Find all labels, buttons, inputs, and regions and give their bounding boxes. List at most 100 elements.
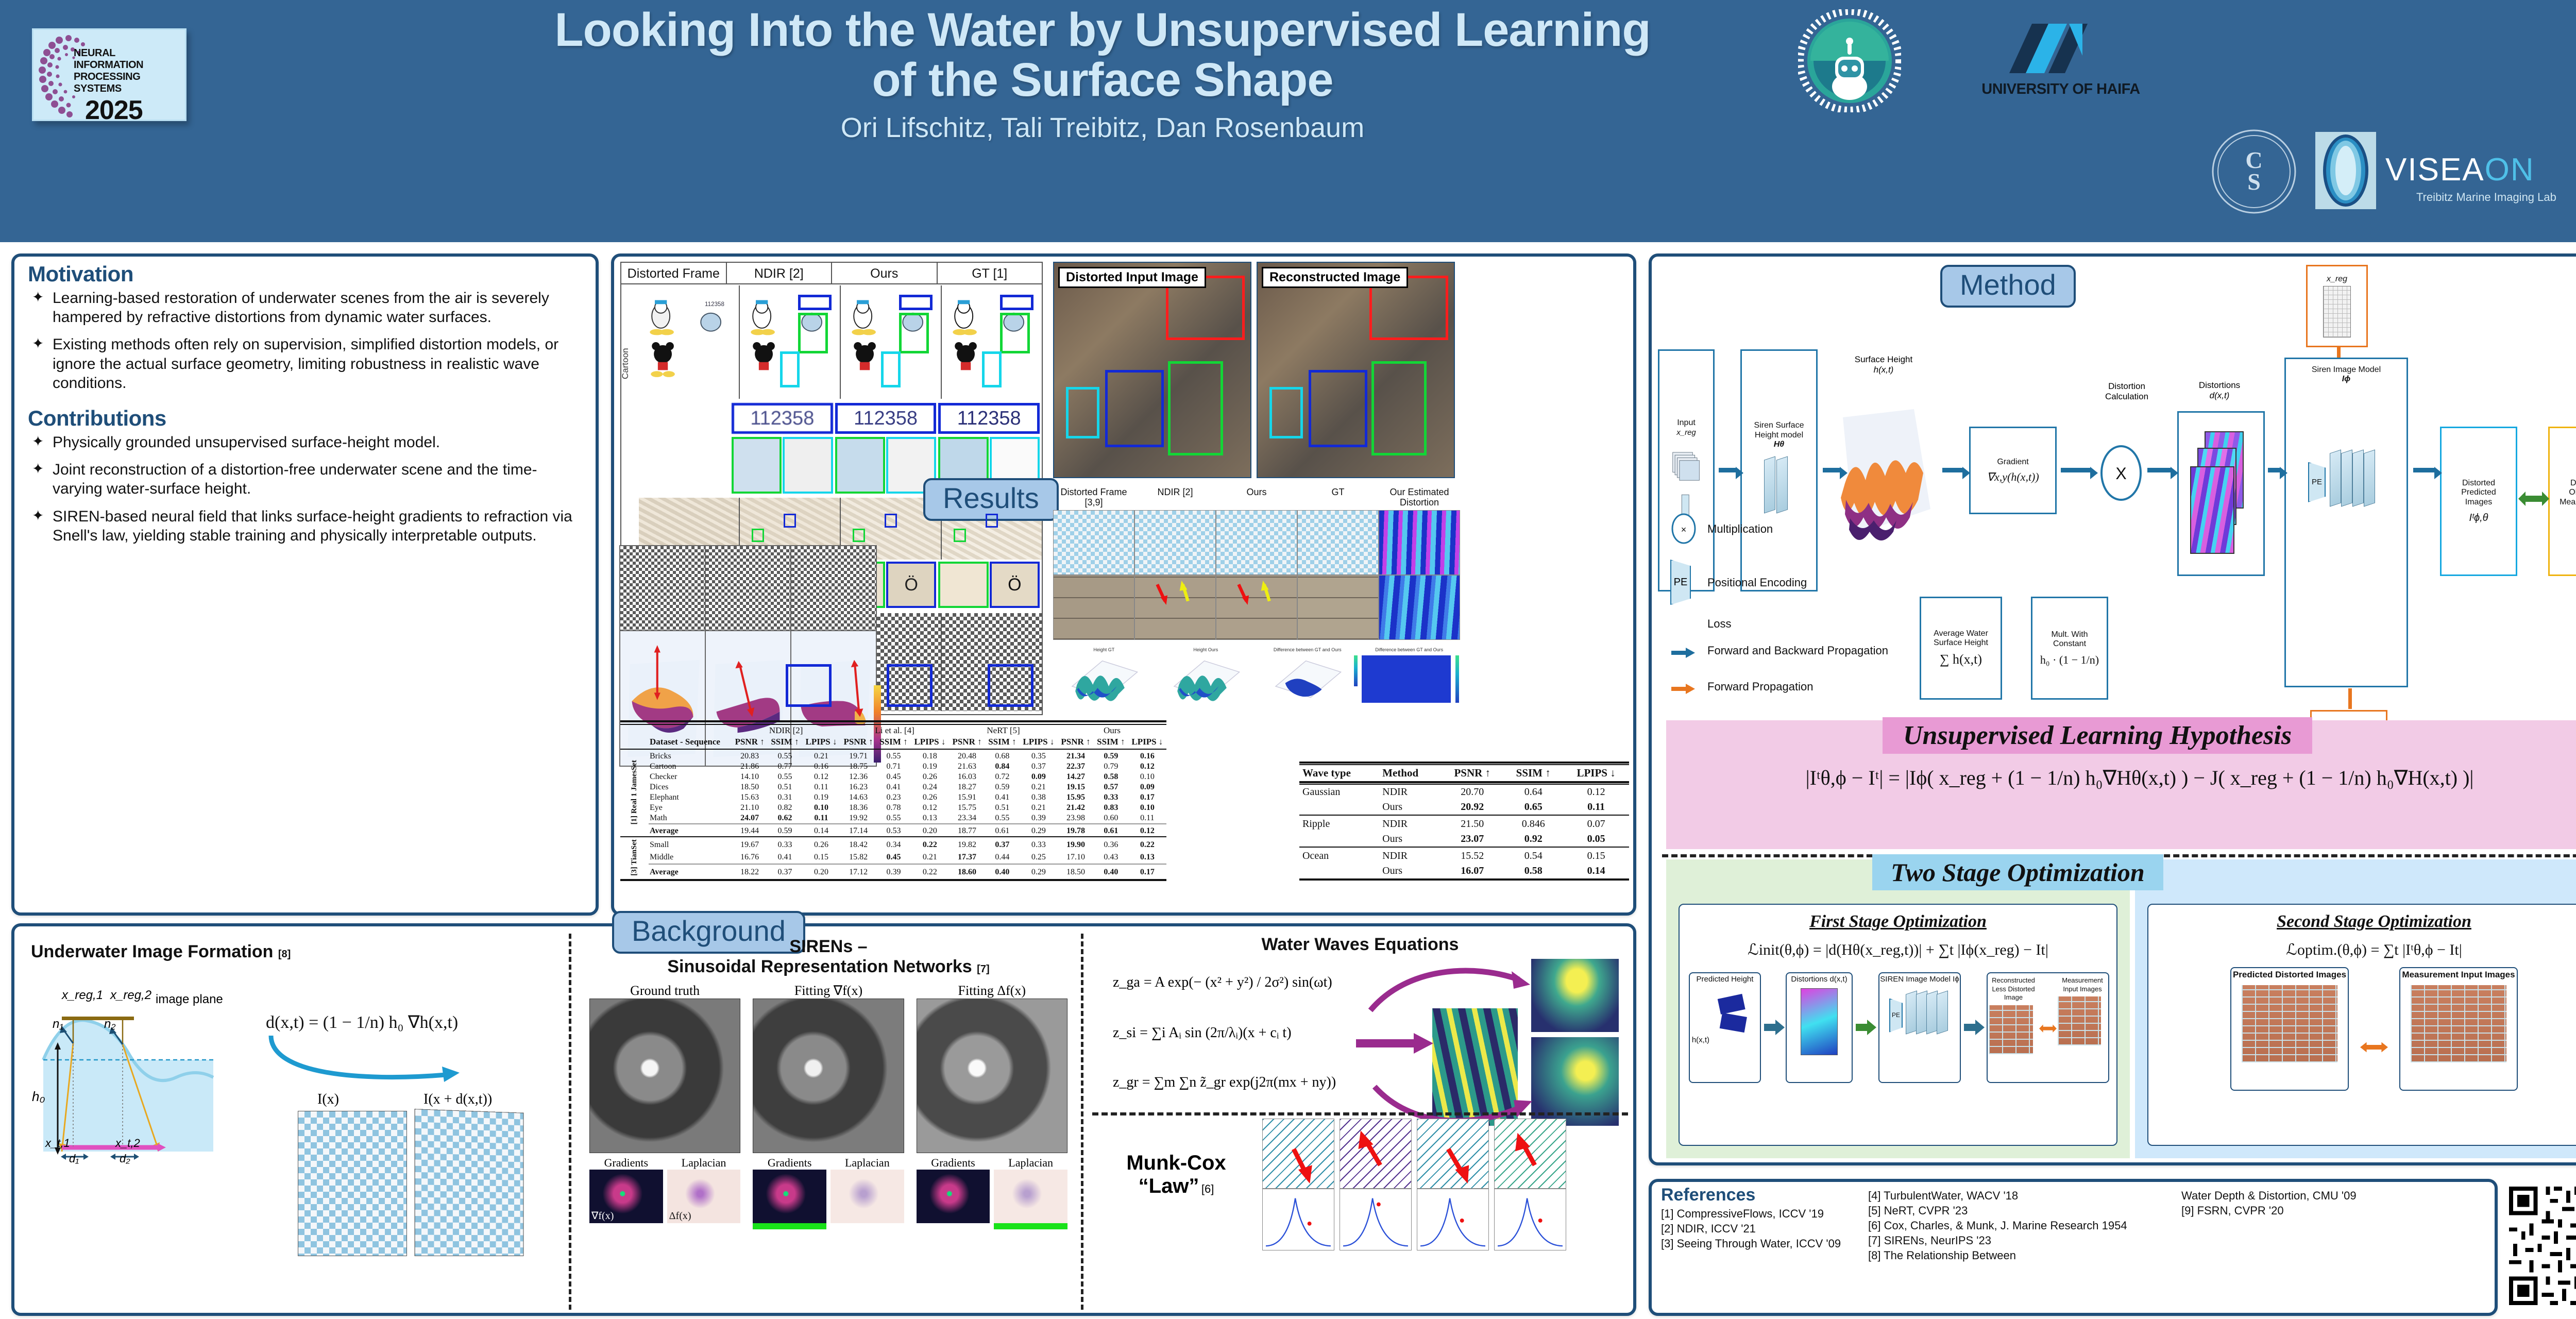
mult-with-constant-block: Mult. With Constant h₀ · (1 − 1/n) [2031,597,2108,700]
distortion-map [2190,466,2234,554]
positional-encoding-icon: PE [1670,560,1691,605]
sirens-col-label: Fitting ∇f(x) [794,983,863,998]
input-stack-icon [1672,452,1700,517]
qr-code-icon[interactable] [2509,1185,2576,1307]
first-stage-card: First Stage Optimization ℒinit(θ,ϕ) = |d… [1679,904,2117,1146]
height-ours-plot: Height Ours [1155,647,1257,704]
laplacian-image [831,1170,904,1223]
wave-type-cell [1299,864,1379,880]
refs-col-3: Water Depth & Distortion, CMU '09 [9] FS… [2181,1182,2495,1263]
sirens-columns: Ground truth Gradients ∇f(x) Laplacian [581,983,1076,1229]
computer-science-department-logo-icon: C S [2212,129,2296,214]
cell: 19.71 [849,752,868,760]
gradient-symbol: ∇x,y(h(x,t)) [1987,470,2039,483]
gaussian-curve-icon [1498,1198,1563,1247]
avg-water-symbol: ∑ h(x,t) [1939,652,1982,667]
references-layout: References [1] CompressiveFlows, ICCV '1… [1652,1182,2495,1263]
uif-title: Underwater Image Formation [31,942,274,961]
cell: 19.78 [1066,826,1085,835]
forward-arrow [2337,347,2341,358]
row-label-cartoon: Cartoon [620,348,630,380]
cell: 0.22 [1140,840,1155,850]
stone-tile-distorted [1053,575,1134,640]
nn-layers-icon [1761,456,1797,520]
gaussian-curve-plot [1417,1189,1489,1250]
neurips-logo-text: NEURAL INFORMATION PROCESSING SYSTEMS 20… [74,47,185,124]
column-divider [569,934,571,1310]
distorted-input-image: Distorted Input Image [1053,262,1251,478]
recon-label: Reconstructed Less Distorted Image [1992,976,2035,1001]
roi-box-cyan [1269,387,1303,439]
dice-crop-blue: Ö [886,562,937,608]
wave-type-cell: Ocean [1302,850,1329,861]
roi-box-green [954,529,966,543]
cell: 0.24 [922,783,937,791]
cell: 0.40 [1104,868,1118,877]
zoom-number-row: 112358 112358 112358 [732,403,1040,434]
refs-col-1: [1] CompressiveFlows, ICCV '19 [2] NDIR,… [1652,1206,1868,1251]
cell: 22.37 [1066,762,1085,771]
hatter-marine-technologies-logo-icon [1798,9,1901,112]
cartoon-row: 112358 [639,285,1042,399]
first-stage-pipeline: Predicted Height h(x,t) Distortions d(x,… [1680,967,2116,1091]
forward-arrow-icon [1671,684,1695,694]
cell: 19.92 [849,814,868,822]
multiplication-icon: × [1671,513,1696,544]
cell: 0.31 [777,793,792,802]
row-label: Small [650,840,669,850]
second-stage-equation: ℒoptim.(θ,ϕ) = ∑t |Iᵗθ,ϕ − It| [2286,941,2462,958]
col-psnr: PSNR ↑ [1061,737,1091,747]
results-table-body: [1] Real 1 JamesSet Bricks 20.83 0.55 0.21 19… [620,751,1166,883]
cell: 0.45 [886,853,901,862]
cell: 17.37 [958,853,977,862]
highlight-bar [753,1223,826,1229]
starfish-image [589,999,741,1153]
quiver-plot-pair [1340,1119,1412,1250]
surface-3d-icon [799,660,871,757]
flow-arrow-icon [1856,1020,1876,1035]
siren-surface-symbol: Hθ [1773,440,1785,449]
label-xt2: x_t,2 [115,1137,140,1149]
contributions-heading: Contributions [28,405,166,430]
roi-box-blue [786,664,832,707]
cell: 0.55 [777,772,792,781]
stone-tile-gt [1297,575,1379,640]
roi-box-blue [887,664,933,707]
gaussian-curve-icon [1420,1198,1485,1247]
siren-image-model-label: SIREN Image Model Iϕ [1880,975,1959,984]
row-label: Elephant [650,793,679,802]
row-label: Average [650,868,679,877]
metric-cell: 0.65 [1524,801,1543,813]
wave-table-el: Wave type Method PSNR ↑ SSIM ↑ LPIPS ↓ G… [1299,762,1629,882]
group-nert: NeRT [5] [987,725,1020,735]
cell: 0.36 [1104,840,1118,850]
wave-type-table: Wave type Method PSNR ↑ SSIM ↑ LPIPS ↓ G… [1299,762,1629,882]
zoom-pair-ours [835,437,937,494]
gradients-image: ∇f(x) [589,1170,663,1223]
row-label: Middle [650,853,674,862]
distortions-label: Distortions d(x,t) [1791,975,1848,984]
two-stage-optimization: Two Stage Optimization First Stage Optim… [1666,854,2576,1158]
cell: 0.84 [995,762,1010,771]
col-psnr: PSNR ↑ [952,737,982,747]
second-stage-title: Second Stage Optimization [2277,912,2471,931]
cell: 16.76 [740,853,759,862]
reconstructed-less-distorted: Reconstructed Less Distorted Image [1988,975,2039,1082]
svg-text:112358: 112358 [705,301,724,308]
list-item: Physically grounded unsupervised surface… [30,433,582,452]
checker-surface-panel [619,545,881,767]
results-ribbon: Results [923,478,1059,521]
water-waves-col: Water Waves Equations z_ga = A exp(− (x²… [1092,935,1628,1267]
method-cell: NDIR [1382,786,1408,798]
distorted-predicted-symbol: Iᵗϕ,θ [2469,512,2488,524]
munk-cox-line1: Munk-Cox [1126,1152,1226,1174]
method-cell: Ours [1382,801,1403,813]
cell: 0.12 [1140,762,1155,771]
cell: 0.37 [1031,762,1046,771]
sirens-sub-row: Gradients Laplacian [753,1156,904,1229]
table-row: Ours 16.07 0.58 0.14 [1299,864,1629,880]
label-xreg2: x_reg,2 [110,988,152,1002]
measurement-input-label: Measurement Input Images [2402,970,2515,979]
cell: 0.15 [814,853,828,862]
sirens-col: SIRENs – Sinusoidal Representation Netwo… [581,937,1076,1229]
